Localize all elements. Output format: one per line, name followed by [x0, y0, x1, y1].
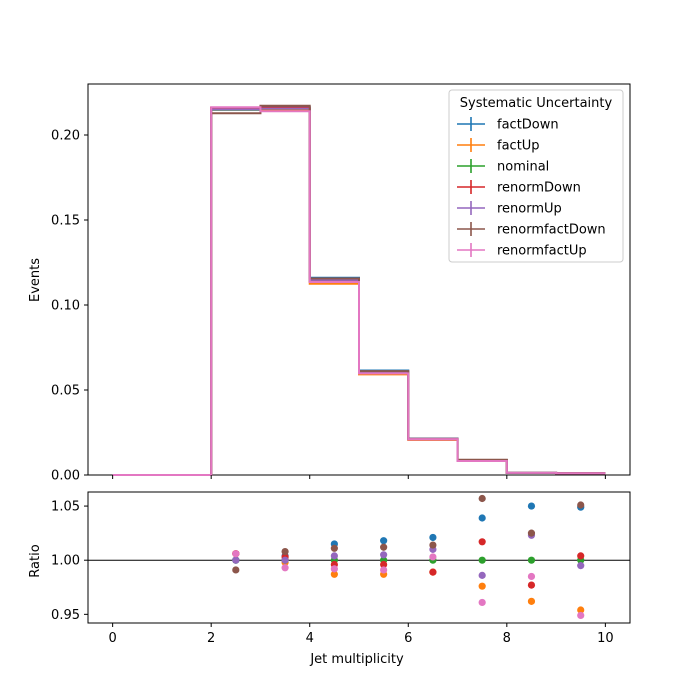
ratio-point-renormfactDown	[478, 494, 486, 503]
ratio-point-nominal	[478, 556, 486, 564]
ratio-point-factUp	[478, 582, 486, 590]
main-y-ticks: 0.00 0.05 0.10 0.15 0.20	[51, 129, 88, 484]
legend-label: renormfactUp	[497, 244, 587, 259]
ratio-point-renormfactUp	[232, 550, 240, 558]
ratio-point-factUp	[577, 606, 585, 614]
legend-item-factDown: factDown	[457, 117, 559, 133]
ratio-point-factDown	[527, 502, 536, 510]
ratio-y-tick-label: 1.05	[51, 500, 80, 515]
ratio-points-layer	[232, 494, 585, 620]
main-y-tick-label: 0.10	[51, 299, 80, 314]
legend-label: renormfactDown	[497, 223, 606, 238]
ratio-plot-frame	[87, 491, 631, 624]
ratio-point-renormDown	[429, 568, 437, 576]
ratio-point-renormDown	[380, 560, 388, 569]
legend-label: renormUp	[497, 202, 562, 217]
ratio-y-axis-label: Ratio	[28, 544, 43, 577]
ratio-point-renormUp	[330, 552, 338, 560]
x-tick-label: 6	[404, 631, 412, 646]
legend-item-renormfactDown: renormfactDown	[457, 222, 606, 238]
ratio-point-factDown	[478, 514, 486, 522]
legend-item-factUp: factUp	[457, 138, 540, 154]
main-plot-panel: 0.00 0.05 0.10 0.15 0.20 Events Systematic U…	[28, 83, 631, 484]
ratio-point-renormfactUp	[380, 566, 388, 574]
legend-item-renormfactUp: renormfactUp	[457, 243, 587, 259]
x-tick-label: 10	[597, 631, 614, 646]
legend-label: renormDown	[497, 181, 581, 196]
main-x-ticks	[112, 475, 606, 479]
ratio-point-renormUp	[380, 551, 388, 559]
ratio-point-renormfactDown	[330, 544, 338, 552]
ratio-x-ticks: 0 2 4 6 8 10	[108, 623, 614, 646]
legend-item-renormUp: renormUp	[457, 201, 562, 217]
x-tick-label: 2	[207, 631, 215, 646]
ratio-y-ticks: 0.95 1.00 1.05	[51, 500, 88, 623]
ratio-point-factUp	[527, 597, 536, 605]
ratio-y-tick-label: 1.00	[51, 554, 80, 569]
ratio-point-renormUp	[232, 556, 240, 564]
x-tick-label: 4	[306, 631, 314, 646]
ratio-point-renormDown	[527, 581, 536, 589]
main-y-tick-label: 0.20	[51, 129, 80, 144]
legend-item-nominal: nominal	[457, 159, 549, 175]
ratio-point-renormfactDown	[232, 566, 240, 574]
x-tick-label: 0	[108, 631, 116, 646]
ratio-point-renormfactUp	[527, 572, 536, 581]
ratio-point-renormDown	[577, 552, 585, 560]
main-plot-frame	[87, 83, 631, 476]
ratio-point-renormDown	[478, 538, 486, 546]
legend-items: factDown factUp nominal renormDown renormUp r…	[457, 117, 606, 259]
main-y-axis-label: Events	[28, 258, 43, 302]
ratio-point-renormfactDown	[429, 541, 437, 549]
ratio-point-renormUp	[577, 562, 585, 570]
ratio-point-renormfactDown	[380, 543, 388, 551]
ratio-point-renormUp	[281, 556, 289, 564]
histogram-series-renormfactUp	[112, 106, 606, 476]
legend-label: nominal	[497, 160, 549, 175]
x-tick-label: 8	[503, 631, 511, 646]
ratio-point-renormfactUp	[330, 565, 338, 573]
ratio-point-renormfactDown	[527, 529, 536, 537]
ratio-point-factUp	[330, 570, 338, 578]
ratio-point-renormfactUp	[478, 598, 486, 607]
x-axis-label: Jet multiplicity	[309, 652, 404, 667]
ratio-point-renormfactDown	[577, 501, 585, 509]
legend: Systematic Uncertainty factDown factUp nom…	[448, 89, 624, 263]
legend-item-renormDown: renormDown	[457, 180, 581, 196]
ratio-point-factDown	[380, 537, 388, 545]
legend-box	[448, 89, 624, 263]
legend-title: Systematic Uncertainty	[460, 96, 613, 111]
legend-label: factDown	[497, 118, 559, 133]
ratio-point-factDown	[429, 533, 437, 542]
ratio-plot-panel: 0.95 1.00 1.05 0 2 4 6 8 10 Ratio Jet multiplic…	[28, 491, 631, 667]
legend-label: factUp	[497, 139, 540, 154]
ratio-point-renormfactUp	[429, 553, 437, 561]
ratio-point-renormUp	[478, 571, 486, 579]
ratio-point-nominal	[527, 556, 536, 564]
ratio-point-renormfactUp	[577, 611, 585, 620]
main-y-tick-label: 0.05	[51, 384, 80, 399]
histogram-layer	[112, 104, 606, 476]
ratio-point-renormfactDown	[281, 547, 289, 556]
main-y-tick-label: 0.00	[51, 469, 80, 484]
ratio-point-renormfactUp	[281, 564, 289, 572]
ratio-y-tick-label: 0.95	[51, 608, 80, 623]
main-y-tick-label: 0.15	[51, 214, 80, 229]
